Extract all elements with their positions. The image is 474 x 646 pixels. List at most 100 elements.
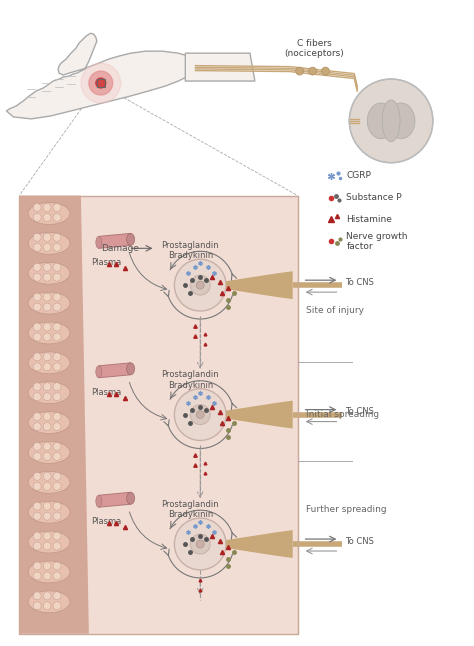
Circle shape: [81, 63, 121, 103]
Circle shape: [196, 411, 204, 419]
Circle shape: [174, 259, 226, 311]
Circle shape: [33, 323, 41, 331]
Ellipse shape: [28, 441, 70, 463]
Circle shape: [43, 532, 51, 540]
Polygon shape: [19, 196, 89, 634]
Text: Initial spreading: Initial spreading: [306, 410, 379, 419]
Ellipse shape: [28, 412, 70, 433]
Ellipse shape: [28, 352, 70, 374]
Text: Prostaglandin
Bradykinin: Prostaglandin Bradykinin: [162, 500, 219, 519]
Circle shape: [33, 203, 41, 211]
Polygon shape: [226, 271, 292, 299]
Ellipse shape: [96, 495, 102, 507]
Polygon shape: [226, 530, 292, 558]
Circle shape: [53, 572, 61, 580]
Text: To CNS: To CNS: [346, 407, 374, 416]
Ellipse shape: [96, 236, 102, 248]
Polygon shape: [99, 233, 131, 248]
Ellipse shape: [28, 322, 70, 344]
Ellipse shape: [28, 531, 70, 553]
Circle shape: [33, 512, 41, 520]
Polygon shape: [6, 33, 195, 119]
Circle shape: [43, 413, 51, 421]
Ellipse shape: [28, 591, 70, 613]
Circle shape: [43, 303, 51, 311]
Circle shape: [309, 67, 317, 75]
Circle shape: [33, 572, 41, 580]
Circle shape: [53, 333, 61, 341]
Text: Plasma: Plasma: [91, 388, 121, 397]
Circle shape: [190, 404, 210, 424]
Text: To CNS: To CNS: [346, 537, 374, 546]
Ellipse shape: [367, 103, 395, 139]
Circle shape: [33, 413, 41, 421]
Circle shape: [53, 293, 61, 301]
Ellipse shape: [96, 366, 102, 378]
Circle shape: [53, 562, 61, 570]
Circle shape: [33, 483, 41, 490]
Circle shape: [53, 483, 61, 490]
Circle shape: [33, 293, 41, 301]
Circle shape: [53, 472, 61, 481]
Circle shape: [33, 363, 41, 371]
Circle shape: [174, 518, 226, 570]
Circle shape: [43, 393, 51, 401]
Circle shape: [43, 472, 51, 481]
Circle shape: [53, 542, 61, 550]
Circle shape: [53, 602, 61, 610]
Circle shape: [33, 382, 41, 391]
Circle shape: [43, 363, 51, 371]
Circle shape: [33, 592, 41, 599]
Circle shape: [33, 532, 41, 540]
Circle shape: [349, 79, 433, 163]
Circle shape: [43, 233, 51, 242]
Circle shape: [53, 363, 61, 371]
Ellipse shape: [387, 103, 415, 139]
Circle shape: [190, 534, 210, 554]
Circle shape: [33, 602, 41, 610]
Circle shape: [43, 443, 51, 450]
Text: Nerve growth
factor: Nerve growth factor: [346, 232, 408, 251]
Circle shape: [53, 273, 61, 281]
Circle shape: [43, 562, 51, 570]
Polygon shape: [99, 492, 131, 507]
Circle shape: [33, 443, 41, 450]
Ellipse shape: [382, 100, 400, 141]
Circle shape: [53, 213, 61, 222]
Circle shape: [33, 472, 41, 481]
Text: CGRP: CGRP: [346, 171, 371, 180]
Text: Prostaglandin
Bradykinin: Prostaglandin Bradykinin: [162, 241, 219, 260]
Text: Site of injury: Site of injury: [306, 306, 364, 315]
Circle shape: [53, 512, 61, 520]
Circle shape: [43, 452, 51, 461]
FancyBboxPatch shape: [19, 196, 298, 634]
Ellipse shape: [127, 363, 135, 375]
Circle shape: [43, 333, 51, 341]
Circle shape: [53, 382, 61, 391]
Circle shape: [53, 244, 61, 251]
Circle shape: [53, 413, 61, 421]
Circle shape: [33, 502, 41, 510]
Text: Prostaglandin
Bradykinin: Prostaglandin Bradykinin: [162, 370, 219, 390]
Circle shape: [321, 67, 329, 75]
Circle shape: [43, 293, 51, 301]
Circle shape: [43, 592, 51, 599]
Circle shape: [174, 389, 226, 441]
Text: To CNS: To CNS: [346, 278, 374, 287]
Circle shape: [33, 333, 41, 341]
Circle shape: [33, 213, 41, 222]
Circle shape: [53, 233, 61, 242]
Polygon shape: [99, 363, 131, 378]
Ellipse shape: [28, 382, 70, 404]
Circle shape: [43, 422, 51, 430]
Ellipse shape: [28, 292, 70, 314]
Circle shape: [43, 353, 51, 361]
Circle shape: [89, 71, 113, 95]
Circle shape: [96, 78, 106, 88]
Circle shape: [53, 443, 61, 450]
Circle shape: [43, 264, 51, 271]
Circle shape: [33, 452, 41, 461]
Circle shape: [43, 244, 51, 251]
Circle shape: [53, 452, 61, 461]
Ellipse shape: [28, 561, 70, 583]
